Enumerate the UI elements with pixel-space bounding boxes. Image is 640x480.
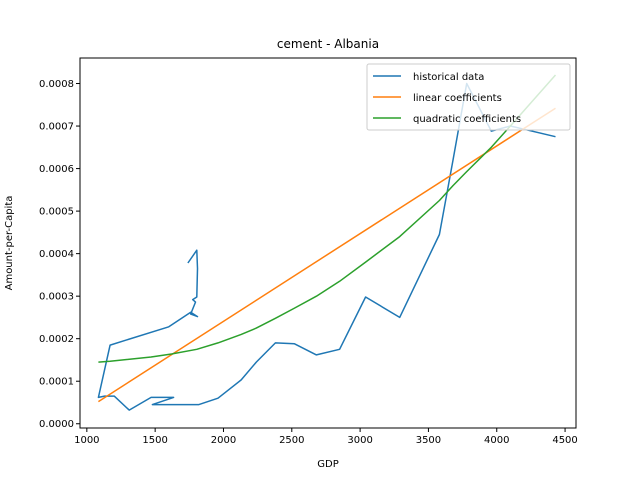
x-tick-label: 1000 [74, 435, 99, 446]
series-line-3 [98, 74, 557, 363]
y-tick-label: 0.0001 [39, 377, 74, 388]
x-tick-label: 3000 [347, 435, 372, 446]
y-tick-label: 0.0003 [39, 292, 74, 303]
y-tick-label: 0.0005 [39, 207, 74, 218]
series-line-1 [97, 82, 556, 411]
y-axis: 0.0000 0.0001 0.0002 0.0003 0.0004 0.0005 0.00… [39, 79, 80, 430]
x-tick-label: 1500 [142, 435, 167, 446]
x-axis: 1000 1500 2000 2500 3000 3500 4000 4500 [74, 428, 578, 446]
y-tick-label: 0.0007 [39, 122, 74, 133]
legend-box [366, 63, 571, 131]
x-axis-label: GDP [317, 459, 338, 470]
x-tick-label: 3500 [416, 435, 441, 446]
x-tick-label: 4000 [484, 435, 509, 446]
chart-title: cement - Albania [277, 37, 379, 51]
y-tick-label: 0.0002 [39, 334, 74, 345]
y-tick-label: 0.0000 [39, 419, 74, 430]
y-axis-label: Amount-per-Capita [4, 196, 15, 291]
y-tick-label: 0.0008 [39, 79, 74, 90]
legend-entry-label: quadratic coefficients [413, 114, 521, 125]
x-tick-label: 2500 [279, 435, 304, 446]
x-tick-label: 2000 [211, 435, 236, 446]
x-tick-label: 4500 [552, 435, 577, 446]
y-tick-label: 0.0006 [39, 164, 74, 175]
legend-entry-label: historical data [413, 72, 484, 83]
plot-area [97, 74, 557, 411]
legend: historical data linear coefficients quadra… [366, 63, 571, 131]
legend-entry-label: linear coefficients [413, 93, 502, 104]
plot-frame [79, 57, 577, 429]
y-tick-label: 0.0004 [39, 249, 74, 260]
